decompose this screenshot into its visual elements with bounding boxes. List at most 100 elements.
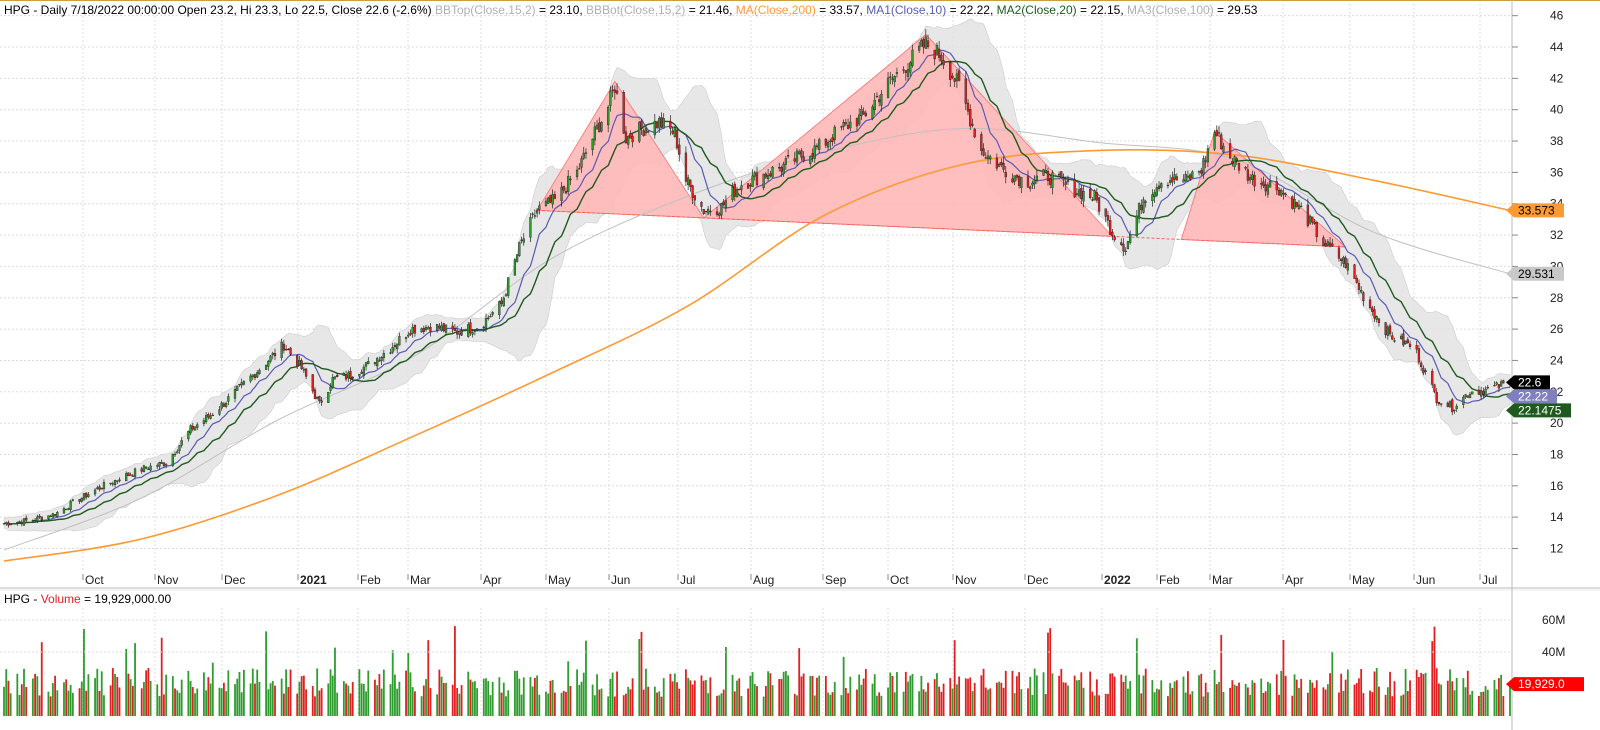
candle [1431,368,1434,388]
volume-bar [1033,668,1036,716]
volume-bar [25,687,28,716]
volume-bar [1497,678,1500,716]
candle [300,358,303,370]
volume-bar [1187,671,1189,716]
candle [731,182,734,203]
volume-bar [329,669,332,716]
candle [1284,192,1287,197]
candle [769,170,772,178]
candle [131,473,134,477]
indicator-ma200-label: MA(Close,200) [736,3,816,17]
x-tick-label: Feb [1159,573,1180,587]
volume-bar [1500,674,1503,716]
volume-bar [871,683,874,716]
volume-bar [1058,675,1060,716]
volume-bar [1104,693,1107,716]
volume-bar [1406,690,1409,716]
candle [1189,173,1192,181]
volume-bar [824,676,827,716]
volume-bar [445,682,447,716]
candle [1331,238,1334,247]
volume-bar [567,661,570,716]
candle [662,113,665,129]
volume-bar [893,692,896,716]
candle [1268,175,1272,188]
volume-bar [63,682,65,716]
volume-bar [414,691,416,716]
volume-bar [1249,694,1252,716]
volume-bar [811,675,814,716]
candle [1404,340,1407,345]
y-tick-label: 20 [1550,416,1564,430]
x-tick-label: Nov [955,573,976,587]
volume-bar [1466,670,1469,716]
candle [358,373,361,379]
candle [1435,388,1438,406]
candle [766,169,770,182]
volume-bar [240,692,243,716]
candle [575,165,579,181]
volume-bar [160,637,163,716]
price-badge: 22.22 [1506,389,1557,404]
volume-bar [1153,692,1156,716]
candle [615,83,619,95]
volume-bar [920,675,923,716]
candle [460,327,463,337]
volume-bar [611,672,614,716]
candle [1306,198,1309,228]
indicator-ma200-value: = 33.57, [816,3,866,17]
y-tick-label: 12 [1550,541,1564,555]
volume-bar [780,678,783,716]
candle [1360,286,1363,294]
volume-bar [1089,671,1092,716]
volume-bar [327,683,330,716]
candle [1144,199,1147,208]
volume-bar [83,629,85,716]
volume-bar [1233,684,1236,716]
candle [156,463,159,470]
volume-bar [116,676,119,716]
candle [653,113,656,139]
candle [809,155,812,167]
candle [584,148,588,159]
candle [1135,209,1138,238]
volume-bar [331,675,334,716]
candle [1293,193,1296,213]
candle [298,355,301,366]
volume-bar [909,675,912,716]
volume-bar [904,671,907,716]
candle [1386,324,1389,340]
volume-bar [1455,677,1458,716]
candle [1280,188,1283,198]
volume-bar [451,684,454,716]
candle [207,412,210,420]
candle [1157,181,1161,192]
candle [878,94,881,107]
volume-bar [51,683,54,716]
volume-bar [98,690,101,716]
volume-badge-text: 19,929.0 [1518,677,1565,691]
candle [958,67,961,82]
candle [549,194,552,203]
candle [429,323,432,337]
candle [535,207,539,218]
volume-bar [238,671,241,716]
candle [378,356,381,362]
volume-bar [427,640,430,716]
volume-bar [196,688,199,716]
candle [205,412,208,424]
price-badge-text: 22.22 [1518,389,1548,403]
x-tick-label: Mar [1212,573,1233,587]
candle [1328,236,1332,248]
x-tick-label: Nov [157,573,178,587]
candle [189,424,192,436]
candle [16,521,19,526]
candle [316,396,319,400]
volume-bar [1015,676,1018,716]
volume-bar [225,691,228,716]
candle [1446,401,1449,408]
candle [700,201,703,212]
candle [784,155,788,171]
candle [1275,176,1278,195]
